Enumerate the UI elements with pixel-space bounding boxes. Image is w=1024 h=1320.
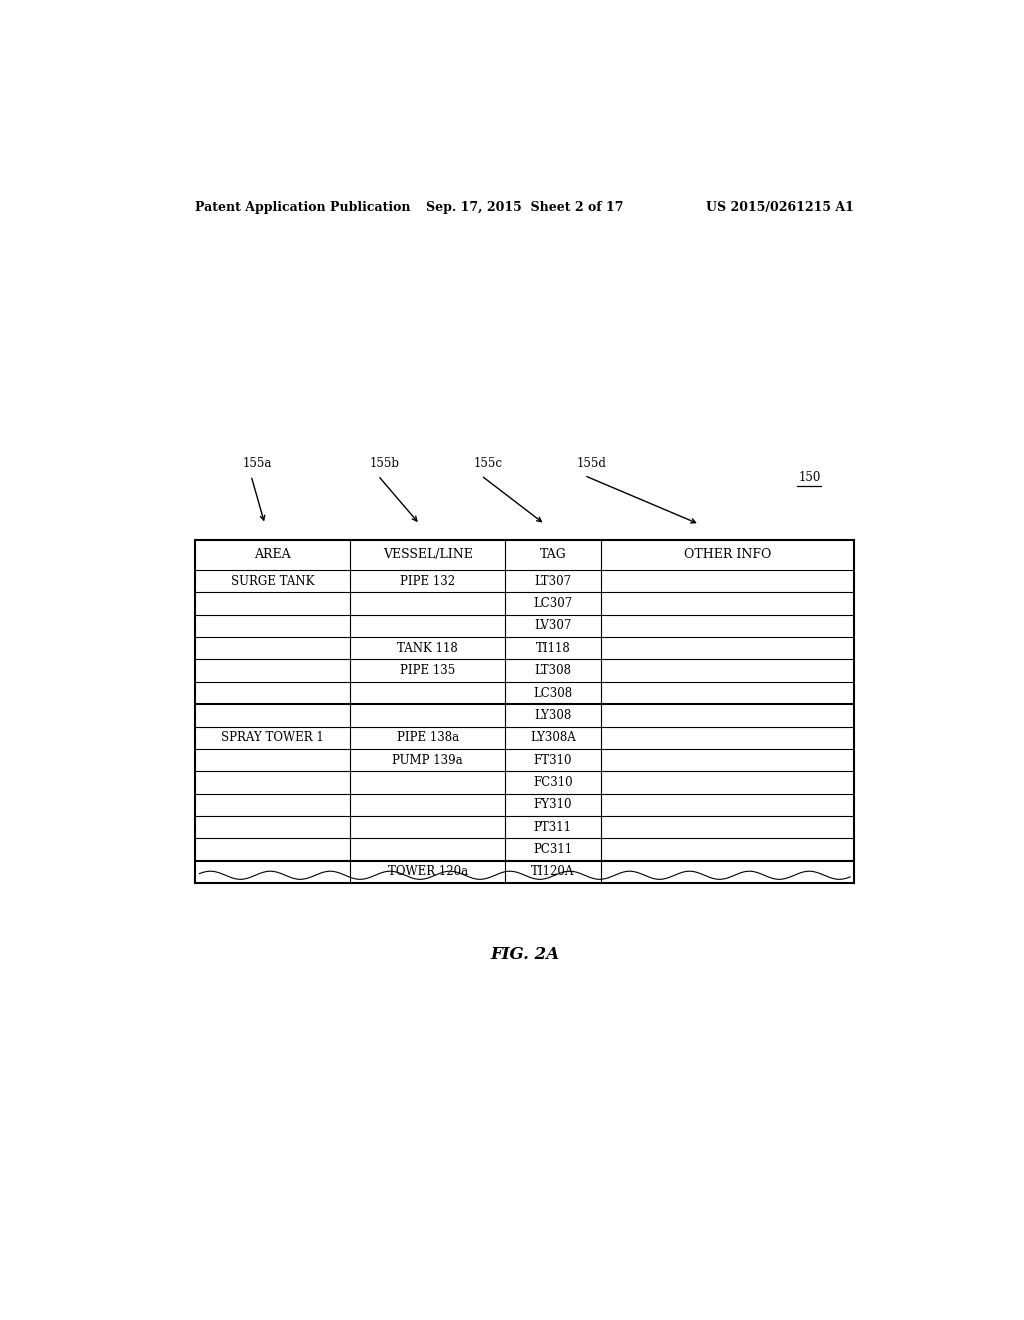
Text: TAG: TAG bbox=[540, 548, 566, 561]
Text: FY310: FY310 bbox=[534, 799, 572, 812]
Text: OTHER INFO: OTHER INFO bbox=[684, 548, 771, 561]
Text: LC307: LC307 bbox=[534, 597, 572, 610]
Text: 155d: 155d bbox=[577, 458, 606, 470]
Text: PT311: PT311 bbox=[534, 821, 571, 834]
Text: LY308: LY308 bbox=[535, 709, 571, 722]
Text: Patent Application Publication: Patent Application Publication bbox=[196, 201, 411, 214]
Text: US 2015/0261215 A1: US 2015/0261215 A1 bbox=[707, 201, 854, 214]
Text: PIPE 135: PIPE 135 bbox=[400, 664, 456, 677]
Text: PIPE 132: PIPE 132 bbox=[400, 574, 456, 587]
Text: Sep. 17, 2015  Sheet 2 of 17: Sep. 17, 2015 Sheet 2 of 17 bbox=[426, 201, 624, 214]
Text: AREA: AREA bbox=[255, 548, 291, 561]
Text: VESSEL/LINE: VESSEL/LINE bbox=[383, 548, 473, 561]
Text: PUMP 139a: PUMP 139a bbox=[392, 754, 463, 767]
Text: SPRAY TOWER 1: SPRAY TOWER 1 bbox=[221, 731, 325, 744]
Text: 150: 150 bbox=[799, 471, 821, 483]
Text: 155a: 155a bbox=[243, 458, 272, 470]
Text: PC311: PC311 bbox=[534, 843, 572, 857]
Text: TANK 118: TANK 118 bbox=[397, 642, 458, 655]
Text: LV307: LV307 bbox=[535, 619, 571, 632]
Text: LY308A: LY308A bbox=[529, 731, 575, 744]
Text: FC310: FC310 bbox=[532, 776, 572, 789]
Text: LC308: LC308 bbox=[534, 686, 572, 700]
Text: LT307: LT307 bbox=[535, 574, 571, 587]
Text: TI120A: TI120A bbox=[531, 866, 574, 878]
Text: PIPE 138a: PIPE 138a bbox=[396, 731, 459, 744]
Text: 155b: 155b bbox=[370, 458, 400, 470]
Text: LT308: LT308 bbox=[535, 664, 571, 677]
Text: SURGE TANK: SURGE TANK bbox=[231, 574, 314, 587]
Text: TI118: TI118 bbox=[536, 642, 570, 655]
Text: 155c: 155c bbox=[473, 458, 502, 470]
Text: TOWER 120a: TOWER 120a bbox=[387, 866, 468, 878]
Text: FT310: FT310 bbox=[534, 754, 572, 767]
Text: FIG. 2A: FIG. 2A bbox=[490, 945, 559, 962]
